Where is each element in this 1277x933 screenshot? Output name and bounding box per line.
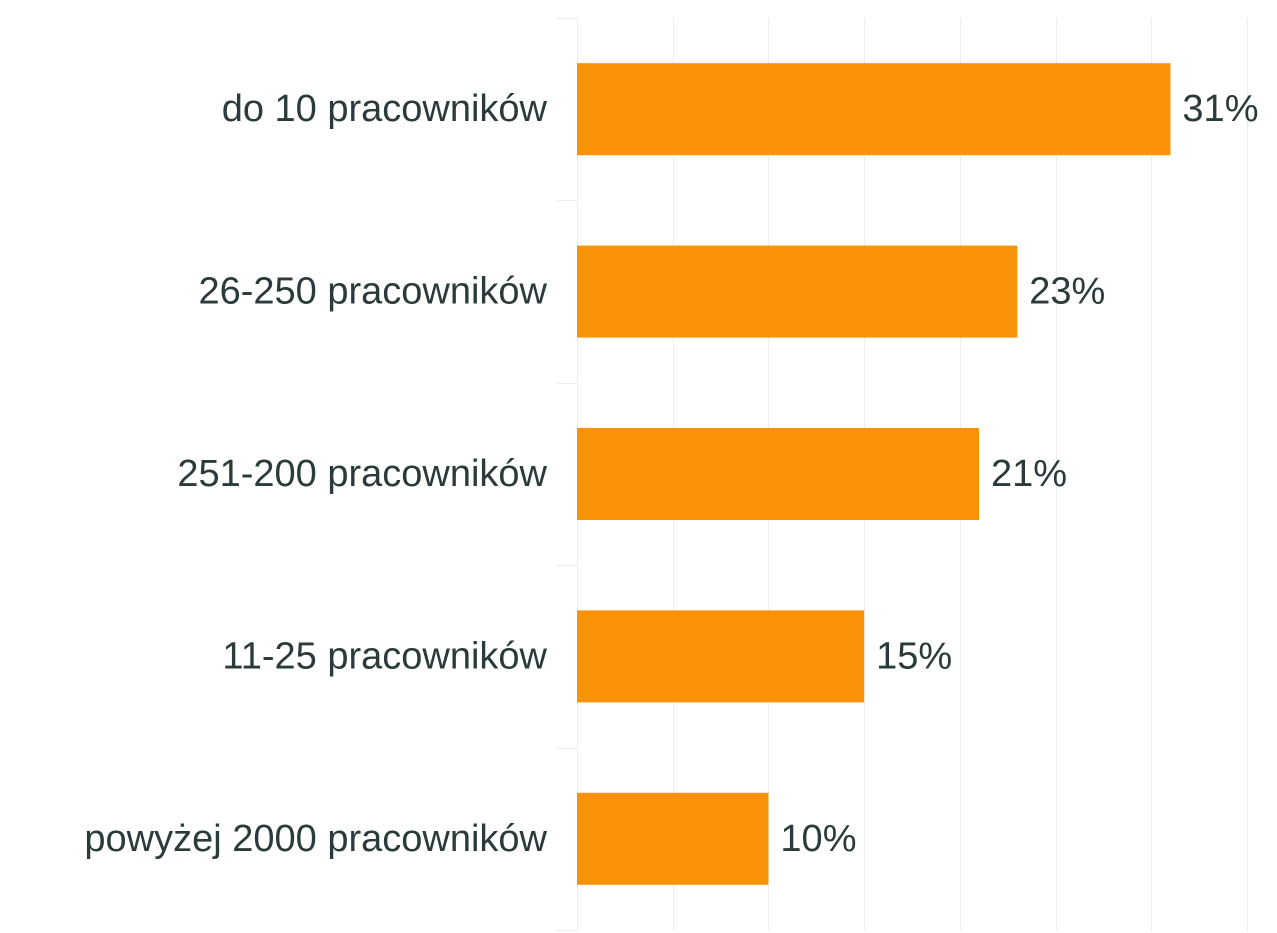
value-label: 10% [780, 818, 856, 860]
value-label: 23% [1029, 271, 1105, 313]
bar [577, 428, 979, 520]
bar [577, 792, 769, 885]
bar [577, 245, 1018, 338]
value-label: 21% [991, 453, 1067, 495]
bars [577, 63, 1171, 885]
category-label: 11-25 pracowników [222, 635, 547, 677]
bar [577, 63, 1171, 156]
value-labels: 31% 23% 21% 15% 10% [780, 88, 1258, 860]
category-label: do 10 pracowników [222, 88, 548, 130]
bar [577, 610, 865, 703]
value-label: 31% [1182, 88, 1258, 130]
value-label: 15% [876, 635, 952, 677]
category-label: 251-200 pracowników [177, 453, 547, 495]
category-label: powyżej 2000 pracowników [84, 818, 547, 860]
category-label: 26-250 pracowników [198, 271, 547, 313]
category-labels: do 10 pracowników 26-250 pracowników 251-2… [84, 88, 547, 860]
